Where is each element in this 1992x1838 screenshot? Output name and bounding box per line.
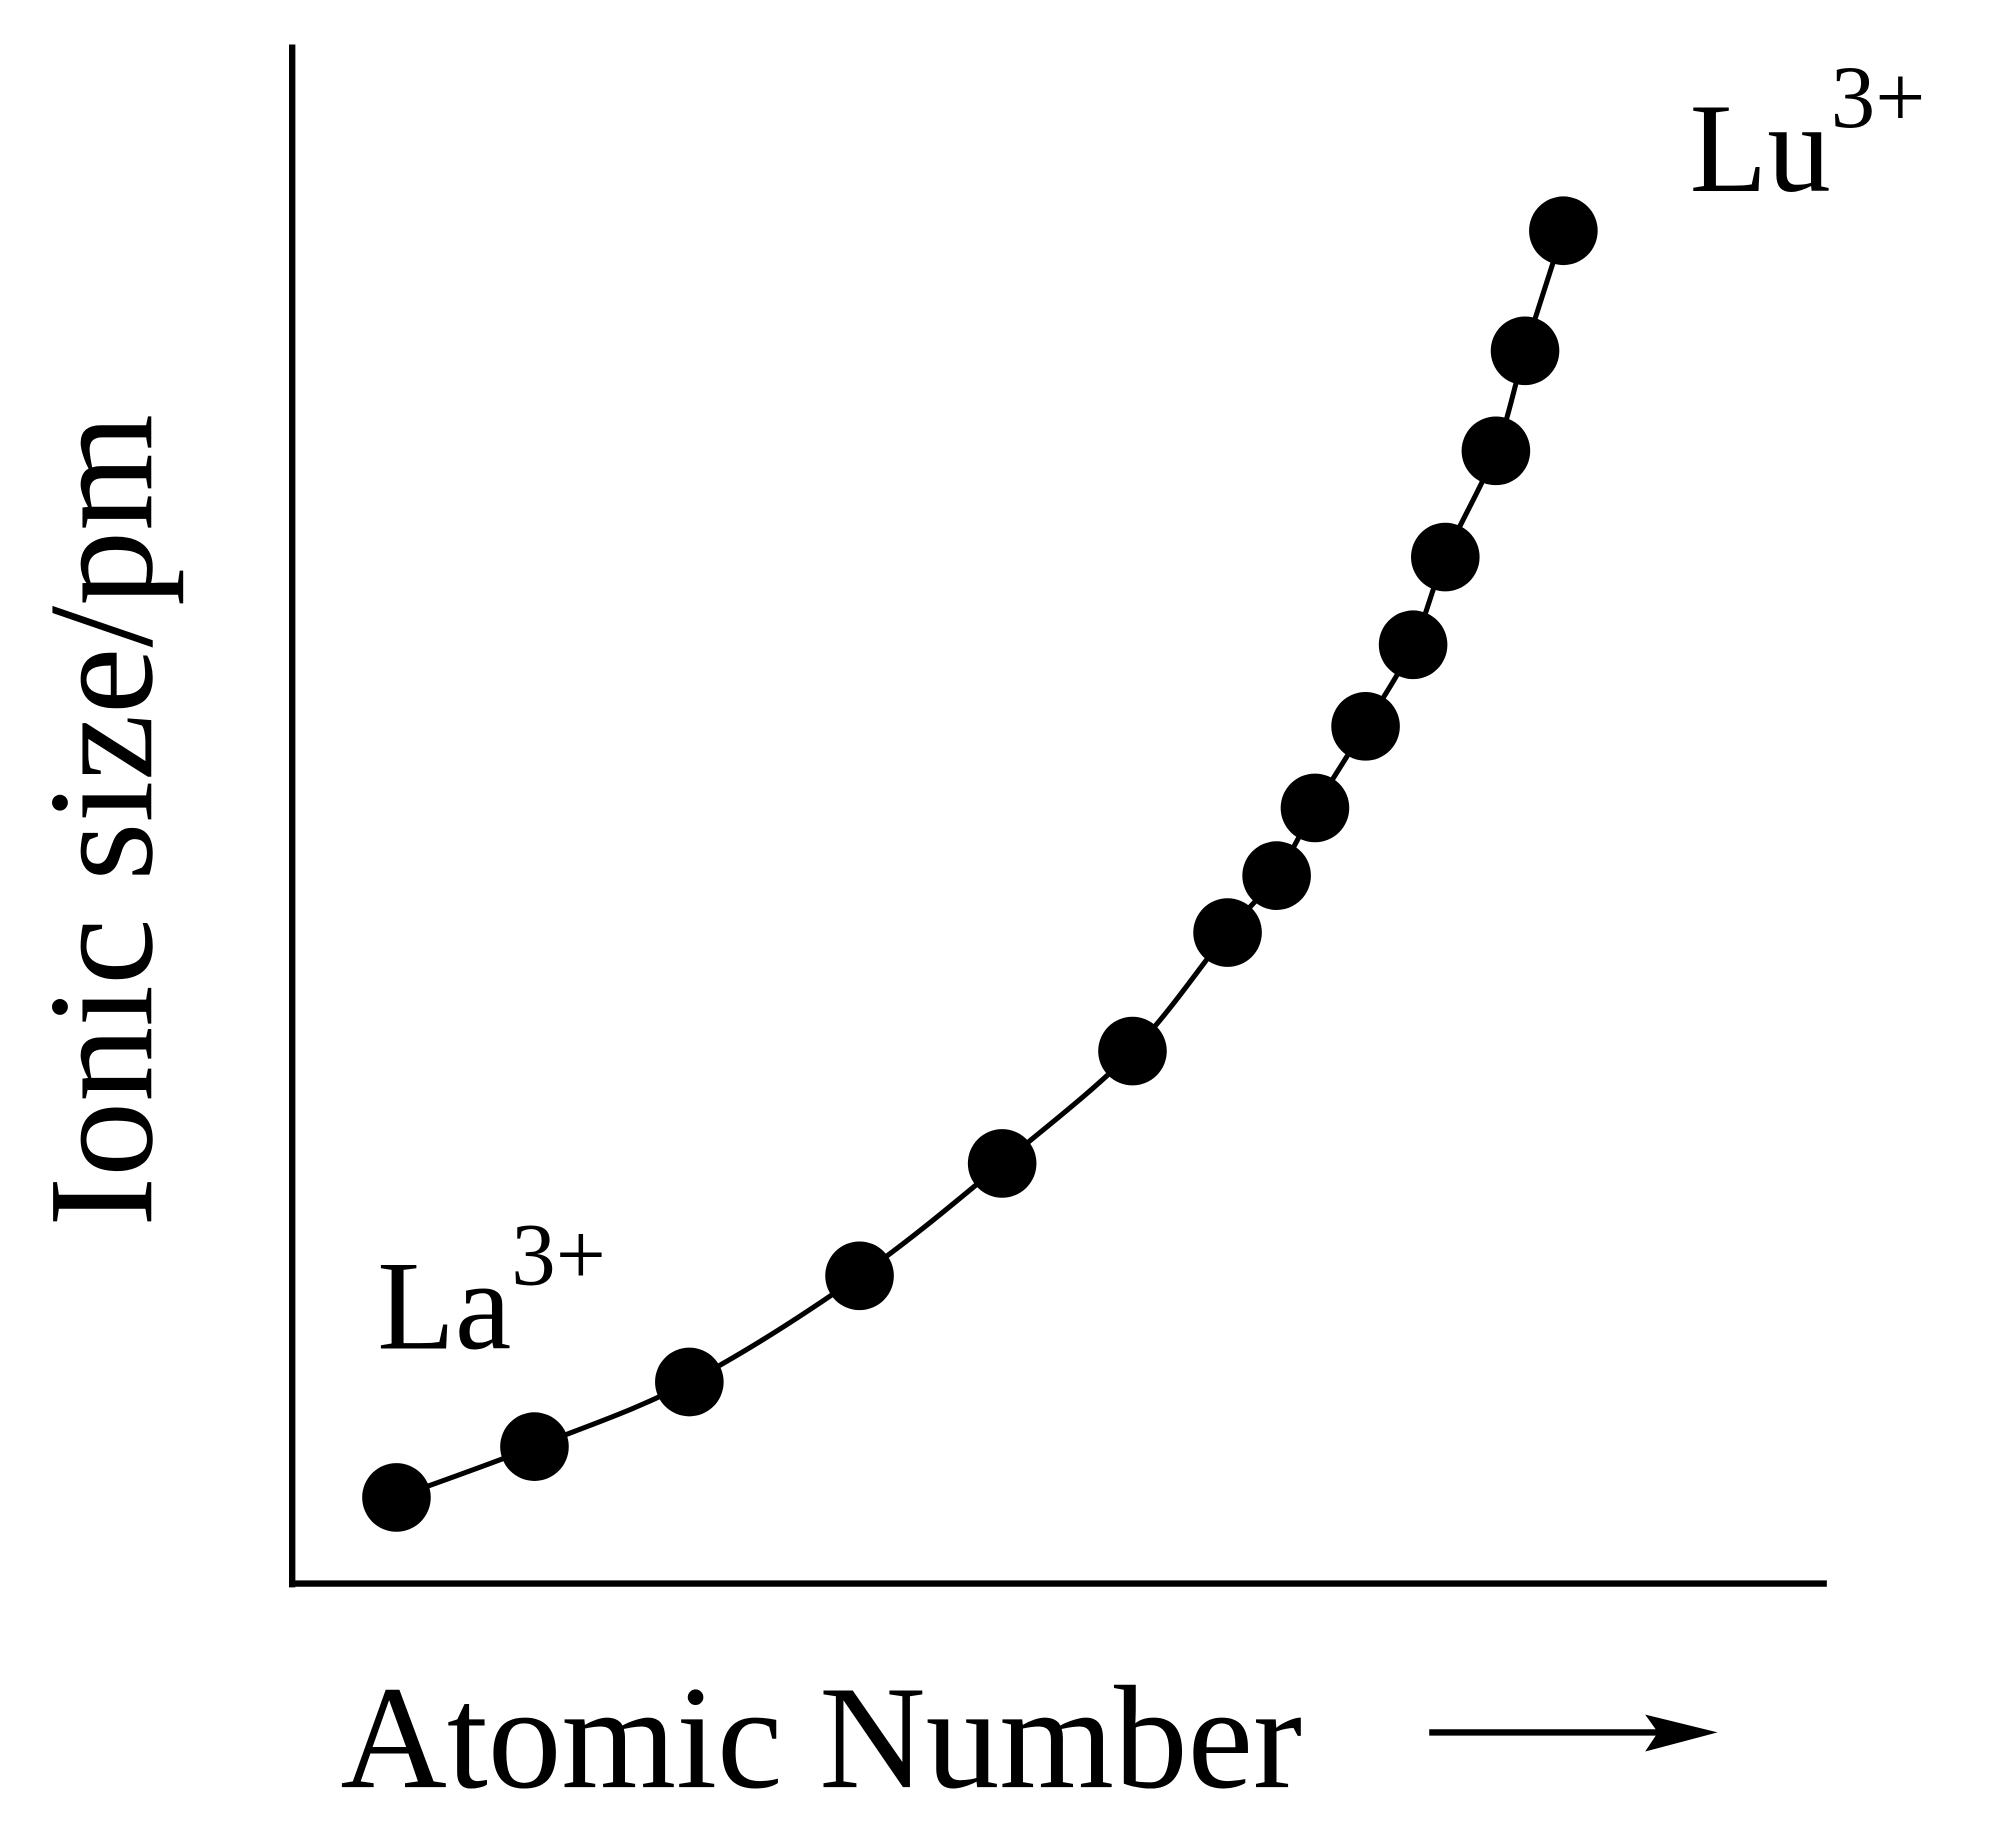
data-point (500, 1412, 569, 1481)
x-axis-label: Atomic Number (340, 1656, 1302, 1819)
x-arrow (1429, 1714, 1718, 1752)
annotation: Lu3+ (1690, 49, 1926, 219)
arrow-head (1645, 1714, 1718, 1752)
data-point (825, 1241, 894, 1311)
annotation-text: Lu (1690, 79, 1831, 219)
curve (395, 229, 1566, 1500)
data-point (1098, 1016, 1167, 1086)
data-point (1461, 416, 1531, 486)
data-point (1378, 610, 1448, 680)
annotation-superscript: 3+ (511, 1207, 606, 1305)
data-point (1331, 691, 1400, 761)
annotation-text: La (377, 1236, 511, 1376)
data-point (1410, 522, 1480, 592)
data-point (1242, 841, 1311, 910)
data-point (1193, 898, 1262, 967)
data-point (1280, 773, 1350, 843)
data-point (362, 1463, 431, 1532)
y-axis-label: Ionic size/pm (18, 414, 184, 1227)
data-point (655, 1347, 724, 1417)
annotation: La3+ (377, 1207, 606, 1377)
data-point (1490, 316, 1560, 386)
data-point (967, 1129, 1037, 1198)
data-point (1529, 196, 1598, 266)
annotation-superscript: 3+ (1831, 49, 1926, 147)
